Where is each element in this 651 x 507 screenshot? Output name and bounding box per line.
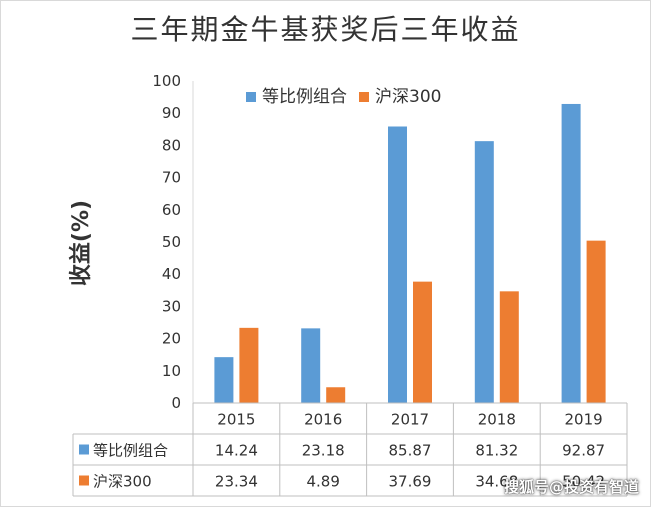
bar-series1-2015 — [214, 357, 234, 403]
data-label: 4.89 — [306, 473, 339, 491]
y-axis-label-group: 收益(%) — [68, 200, 94, 286]
watermark: 搜狐号@投资有智道 — [503, 478, 639, 496]
bar-series1-2016 — [301, 328, 321, 403]
legend: 等比例组合 沪深300 — [246, 87, 441, 107]
chart-title: 三年期金牛基获奖后三年收益 — [130, 13, 521, 46]
legend-swatch — [359, 92, 369, 102]
data-label: 23.18 — [302, 442, 345, 460]
data-table: 2015 2016 2017 2018 2019 等比例组合 14.24 23.18 85.87… — [72, 402, 628, 497]
bar-series2-2019 — [586, 240, 606, 403]
y-tick-label: 0 — [171, 394, 181, 412]
bar-series1-2019 — [561, 103, 581, 403]
legend-entry: 等比例组合 — [262, 87, 347, 107]
bars — [214, 103, 606, 403]
x-tick-label: 2017 — [391, 411, 429, 429]
bar-series2-2015 — [239, 327, 259, 403]
data-label: 14.24 — [215, 442, 258, 460]
y-tick-label: 80 — [162, 136, 181, 154]
data-label: 37.69 — [389, 473, 432, 491]
bar-series2-2017 — [413, 281, 432, 403]
y-tick-label: 70 — [162, 169, 181, 187]
bar-series1-2018 — [474, 141, 494, 403]
table-legend-swatch — [79, 475, 89, 486]
data-label: 81.32 — [475, 442, 518, 460]
y-tick-label: 90 — [162, 104, 181, 122]
data-label: 50.42 — [562, 473, 605, 491]
data-label: 34.68 — [475, 473, 518, 491]
table-legend-swatch — [79, 444, 89, 455]
x-tick-label: 2019 — [565, 411, 603, 429]
y-tick-label: 30 — [162, 297, 181, 315]
x-tick-label: 2015 — [217, 411, 255, 429]
y-axis-label: 收益(%) — [68, 200, 94, 286]
data-label: 92.87 — [562, 442, 605, 460]
bar-series2-2018 — [499, 291, 519, 403]
y-tick-label: 60 — [162, 201, 181, 219]
data-label: 85.87 — [389, 442, 432, 460]
bar-series2-2016 — [326, 387, 346, 403]
legend-entry: 沪深300 — [375, 87, 441, 107]
y-tick-label: 50 — [162, 233, 181, 251]
legend-swatch — [246, 92, 256, 102]
bar-series1-2017 — [388, 126, 407, 403]
x-tick-label: 2018 — [478, 411, 516, 429]
y-tick-label: 100 — [152, 72, 181, 90]
data-label: 23.34 — [215, 473, 258, 491]
table-series-name: 沪深300 — [93, 473, 152, 491]
y-tick-label: 10 — [162, 362, 181, 380]
y-tick-label: 40 — [162, 265, 181, 283]
y-axis: 0 10 20 30 40 50 60 70 80 90 100 — [152, 72, 194, 412]
table-series-name: 等比例组合 — [93, 442, 168, 460]
x-tick-label: 2016 — [304, 411, 342, 429]
y-tick-label: 20 — [162, 330, 181, 348]
